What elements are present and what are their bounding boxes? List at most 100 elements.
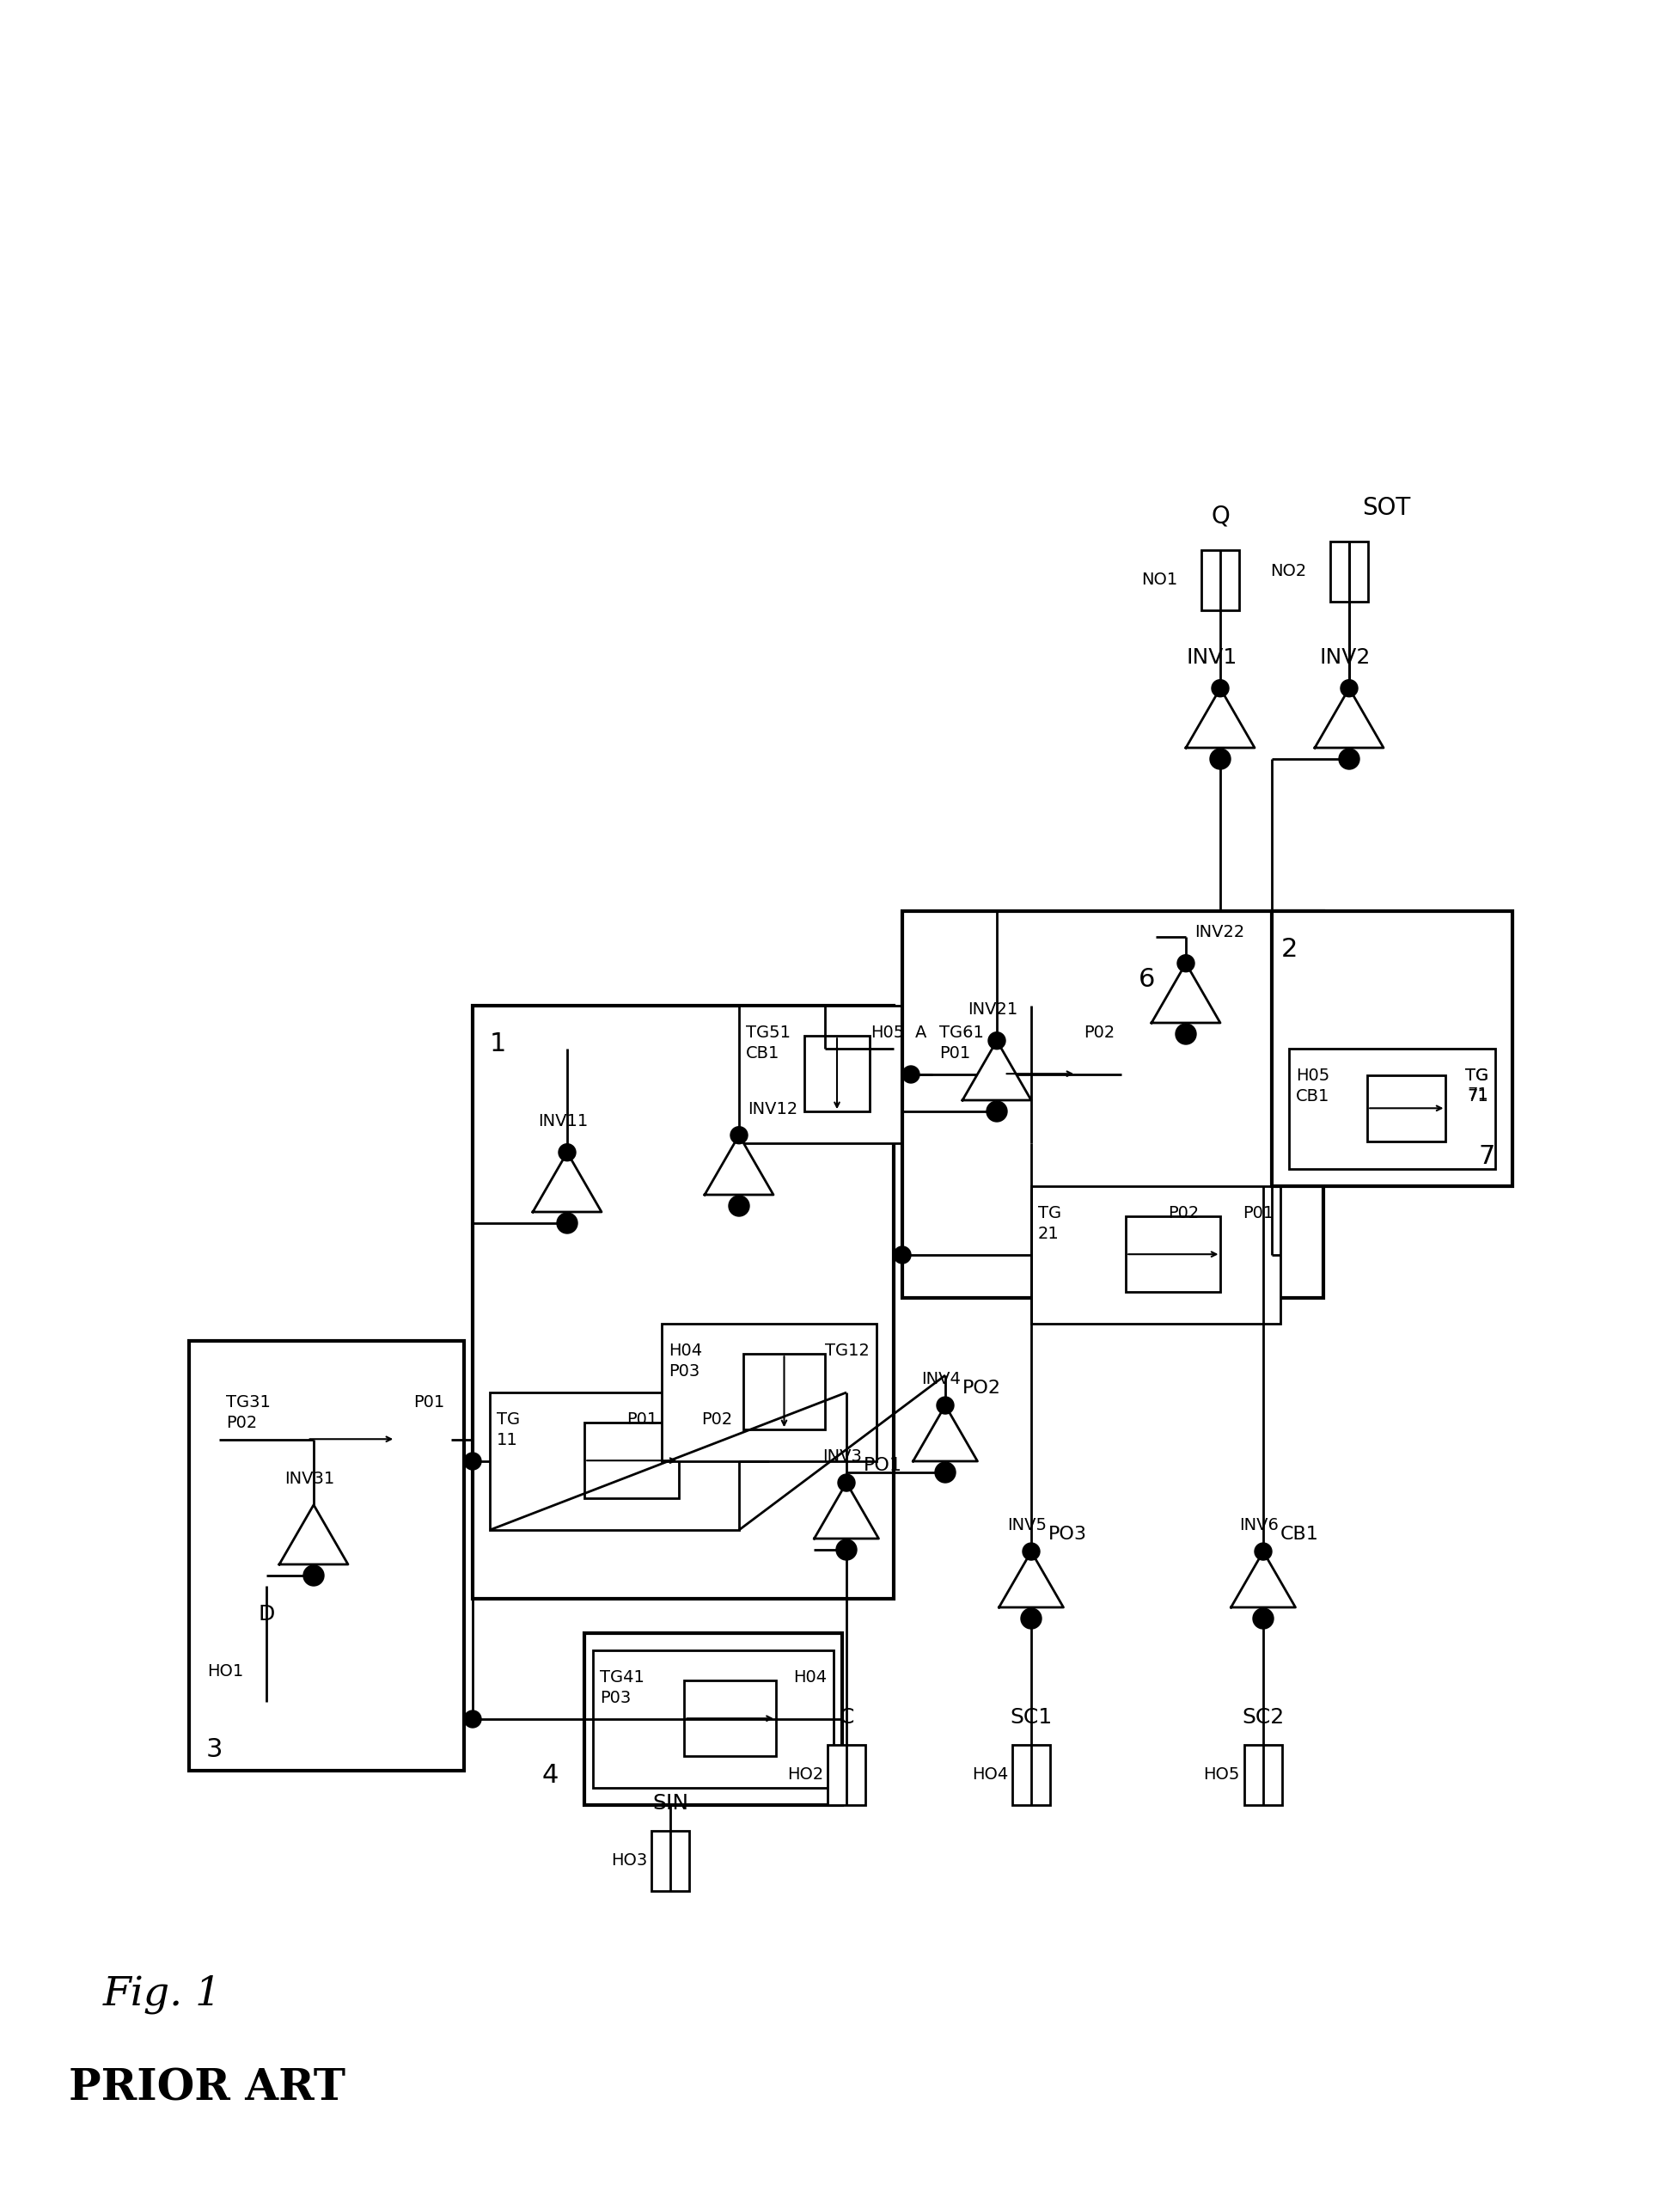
Bar	[1201, 549, 1238, 611]
Text: CB1: CB1	[1295, 1088, 1329, 1105]
Text: CB1: CB1	[746, 1046, 780, 1061]
Text: PO2: PO2	[963, 1380, 1001, 1397]
Bar	[1272, 912, 1512, 1186]
Bar	[739, 1006, 911, 1142]
Polygon shape	[912, 1406, 978, 1461]
Bar	[652, 1830, 689, 1892]
Text: C: C	[838, 1707, 853, 1727]
Text: NO1: NO1	[1141, 571, 1176, 589]
Bar	[1126, 1217, 1220, 1292]
Bar	[805, 1037, 869, 1112]
Circle shape	[902, 1066, 919, 1083]
Text: INV6: INV6	[1238, 1518, 1278, 1534]
Text: 6: 6	[1137, 967, 1154, 993]
Text: TG12: TG12	[825, 1342, 869, 1360]
Circle shape	[1341, 679, 1357, 696]
Circle shape	[464, 1452, 480, 1470]
Circle shape	[729, 1195, 749, 1217]
Circle shape	[988, 1033, 1005, 1050]
Polygon shape	[1314, 688, 1383, 747]
Text: INV3: INV3	[822, 1448, 862, 1465]
Polygon shape	[1230, 1551, 1295, 1608]
Circle shape	[302, 1564, 324, 1586]
Polygon shape	[704, 1136, 773, 1195]
Text: INV21: INV21	[968, 1002, 1016, 1017]
Circle shape	[1210, 749, 1230, 769]
Polygon shape	[963, 1041, 1030, 1101]
Text: 2: 2	[1280, 936, 1297, 962]
Circle shape	[464, 1711, 480, 1727]
Text: P02: P02	[1168, 1206, 1200, 1222]
Bar	[827, 1744, 865, 1806]
Text: 7: 7	[1478, 1145, 1495, 1169]
Text: NO2: NO2	[1268, 562, 1305, 580]
Text: Q: Q	[1210, 505, 1230, 529]
Bar	[1030, 1186, 1280, 1325]
Text: 1: 1	[489, 1030, 506, 1057]
Text: PRIOR ART: PRIOR ART	[69, 2067, 346, 2109]
Circle shape	[1211, 679, 1228, 696]
Bar	[585, 1632, 842, 1806]
Bar	[472, 1006, 894, 1599]
Text: SIN: SIN	[652, 1793, 689, 1815]
Text: P01: P01	[413, 1395, 444, 1410]
Circle shape	[934, 1461, 956, 1483]
Bar	[1366, 1074, 1445, 1140]
Text: TG: TG	[1465, 1068, 1487, 1083]
Circle shape	[1174, 1024, 1196, 1044]
Text: INV4: INV4	[921, 1371, 961, 1389]
Bar	[218, 1375, 450, 1505]
Text: INV5: INV5	[1006, 1518, 1047, 1534]
Text: D: D	[259, 1604, 274, 1624]
Circle shape	[936, 1397, 953, 1415]
Polygon shape	[533, 1153, 601, 1213]
Text: P03: P03	[669, 1364, 699, 1380]
Bar	[593, 1650, 833, 1788]
Text: INV2: INV2	[1319, 648, 1369, 668]
Bar	[489, 1393, 739, 1529]
Text: P01: P01	[627, 1410, 657, 1428]
Circle shape	[894, 1246, 911, 1263]
Text: 11: 11	[497, 1432, 517, 1448]
Bar	[247, 1641, 286, 1703]
Circle shape	[1021, 1542, 1040, 1560]
Bar	[1289, 1048, 1495, 1169]
Polygon shape	[813, 1483, 879, 1538]
Text: 3: 3	[207, 1738, 223, 1762]
Bar	[1011, 1744, 1050, 1806]
Circle shape	[837, 1474, 855, 1492]
Text: PO3: PO3	[1048, 1525, 1087, 1542]
Polygon shape	[1151, 962, 1220, 1024]
Text: TG61: TG61	[939, 1024, 983, 1041]
Text: P01: P01	[939, 1046, 969, 1061]
Bar	[1003, 1037, 1075, 1112]
Text: HO5: HO5	[1203, 1766, 1240, 1784]
Text: H04: H04	[793, 1670, 827, 1685]
Bar	[662, 1325, 875, 1461]
Circle shape	[556, 1213, 578, 1233]
Circle shape	[837, 1540, 855, 1558]
Text: INV1: INV1	[1186, 648, 1236, 668]
Circle shape	[986, 1101, 1006, 1123]
Circle shape	[1253, 1542, 1272, 1560]
Bar	[188, 1340, 464, 1771]
Text: SC1: SC1	[1010, 1707, 1052, 1727]
Text: TG
71: TG 71	[1465, 1068, 1487, 1103]
Text: TG51: TG51	[746, 1024, 790, 1041]
Bar	[1243, 1744, 1282, 1806]
Bar	[307, 1404, 395, 1474]
Text: H05: H05	[870, 1024, 904, 1041]
Bar	[684, 1681, 776, 1755]
Text: 71: 71	[1467, 1088, 1487, 1105]
Bar	[743, 1353, 825, 1430]
Circle shape	[1020, 1608, 1042, 1628]
Text: CB1: CB1	[1280, 1525, 1319, 1542]
Circle shape	[558, 1145, 576, 1160]
Text: P03: P03	[600, 1689, 630, 1707]
Text: HO4: HO4	[971, 1766, 1008, 1784]
Text: PO1: PO1	[864, 1457, 902, 1474]
Bar	[585, 1424, 679, 1498]
Text: HO1: HO1	[207, 1663, 244, 1681]
Text: 4: 4	[541, 1762, 558, 1788]
Polygon shape	[279, 1505, 348, 1564]
